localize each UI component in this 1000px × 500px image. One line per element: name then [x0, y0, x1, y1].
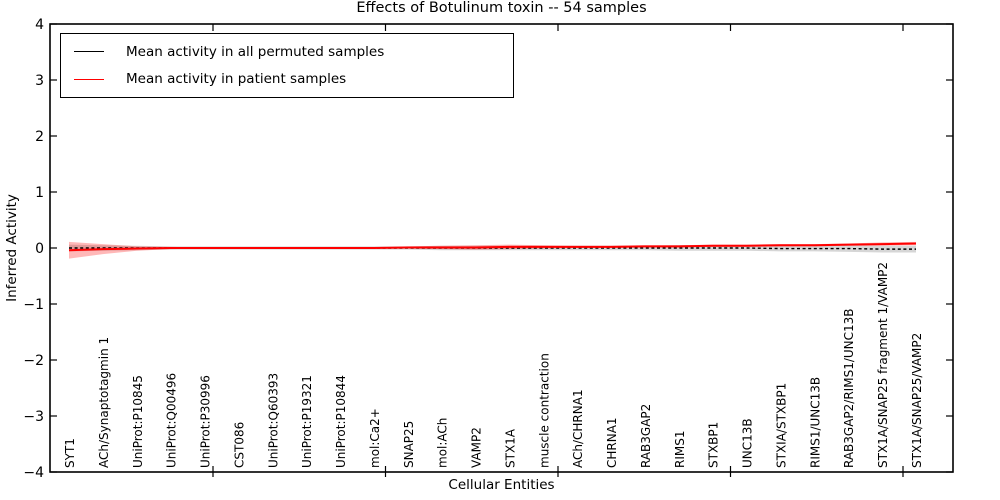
category-label: mol:ACh — [436, 418, 450, 468]
y-tick-label: 1 — [35, 185, 44, 201]
category-label: UniProt:Q60393 — [266, 373, 280, 468]
x-axis-label: Cellular Entities — [448, 477, 555, 493]
y-tick-label: −2 — [23, 353, 44, 369]
category-label: SNAP25 — [402, 421, 416, 468]
legend-item-permuted: Mean activity in all permuted samples — [74, 44, 513, 60]
legend-item-patient: Mean activity in patient samples — [74, 71, 513, 87]
category-label: STX1A — [503, 428, 517, 468]
y-tick-label: −3 — [23, 409, 44, 425]
category-label: UniProt:Q00496 — [165, 373, 179, 468]
category-label: ACh/CHRNA1 — [571, 389, 585, 468]
category-label: STXBP1 — [707, 422, 721, 468]
category-label: UniProt:P30996 — [199, 375, 213, 468]
category-label: CHRNA1 — [605, 417, 619, 468]
chart-title: Effects of Botulinum toxin -- 54 samples — [356, 0, 647, 16]
y-tick-label: 4 — [35, 17, 44, 33]
category-label: RIMS1 — [673, 431, 687, 468]
category-label: UniProt:P10844 — [334, 375, 348, 468]
y-tick-label: 3 — [35, 73, 44, 89]
category-label: VAMP2 — [470, 427, 484, 468]
legend-label-permuted: Mean activity in all permuted samples — [126, 43, 385, 60]
category-label: UniProt:P10845 — [131, 375, 145, 468]
category-label: mol:Ca2+ — [368, 408, 382, 468]
category-label: UNC13B — [741, 418, 755, 468]
y-tick-label: −4 — [23, 465, 44, 481]
legend-label-patient: Mean activity in patient samples — [126, 71, 347, 88]
patient-mean-line — [68, 242, 917, 252]
y-tick-label: 2 — [35, 129, 44, 145]
category-label: CST086 — [232, 422, 246, 468]
y-tick-label: −1 — [23, 297, 44, 313]
patient-line-sample — [74, 78, 104, 80]
permuted-line-sample — [74, 51, 104, 53]
category-label: RAB3GAP2 — [639, 404, 653, 468]
category-label: muscle contraction — [537, 353, 551, 468]
category-label: SYT1 — [63, 438, 77, 468]
legend: Mean activity in all permuted samples Me… — [60, 33, 514, 98]
category-label: STX1A/SNAP25/VAMP2 — [910, 333, 924, 468]
category-label: UniProt:P19321 — [300, 375, 314, 468]
y-tick-label: 0 — [35, 241, 44, 257]
category-label: RAB3GAP2/RIMS1/UNC13B — [842, 308, 856, 468]
category-label: RIMS1/UNC13B — [808, 377, 822, 468]
category-label: STX1A/SNAP25 fragment 1/VAMP2 — [876, 262, 890, 468]
y-axis-label: Inferred Activity — [4, 194, 20, 302]
category-label: STXIA/STXBP1 — [774, 383, 788, 468]
category-label: ACh/Synaptotagmin 1 — [97, 337, 111, 468]
